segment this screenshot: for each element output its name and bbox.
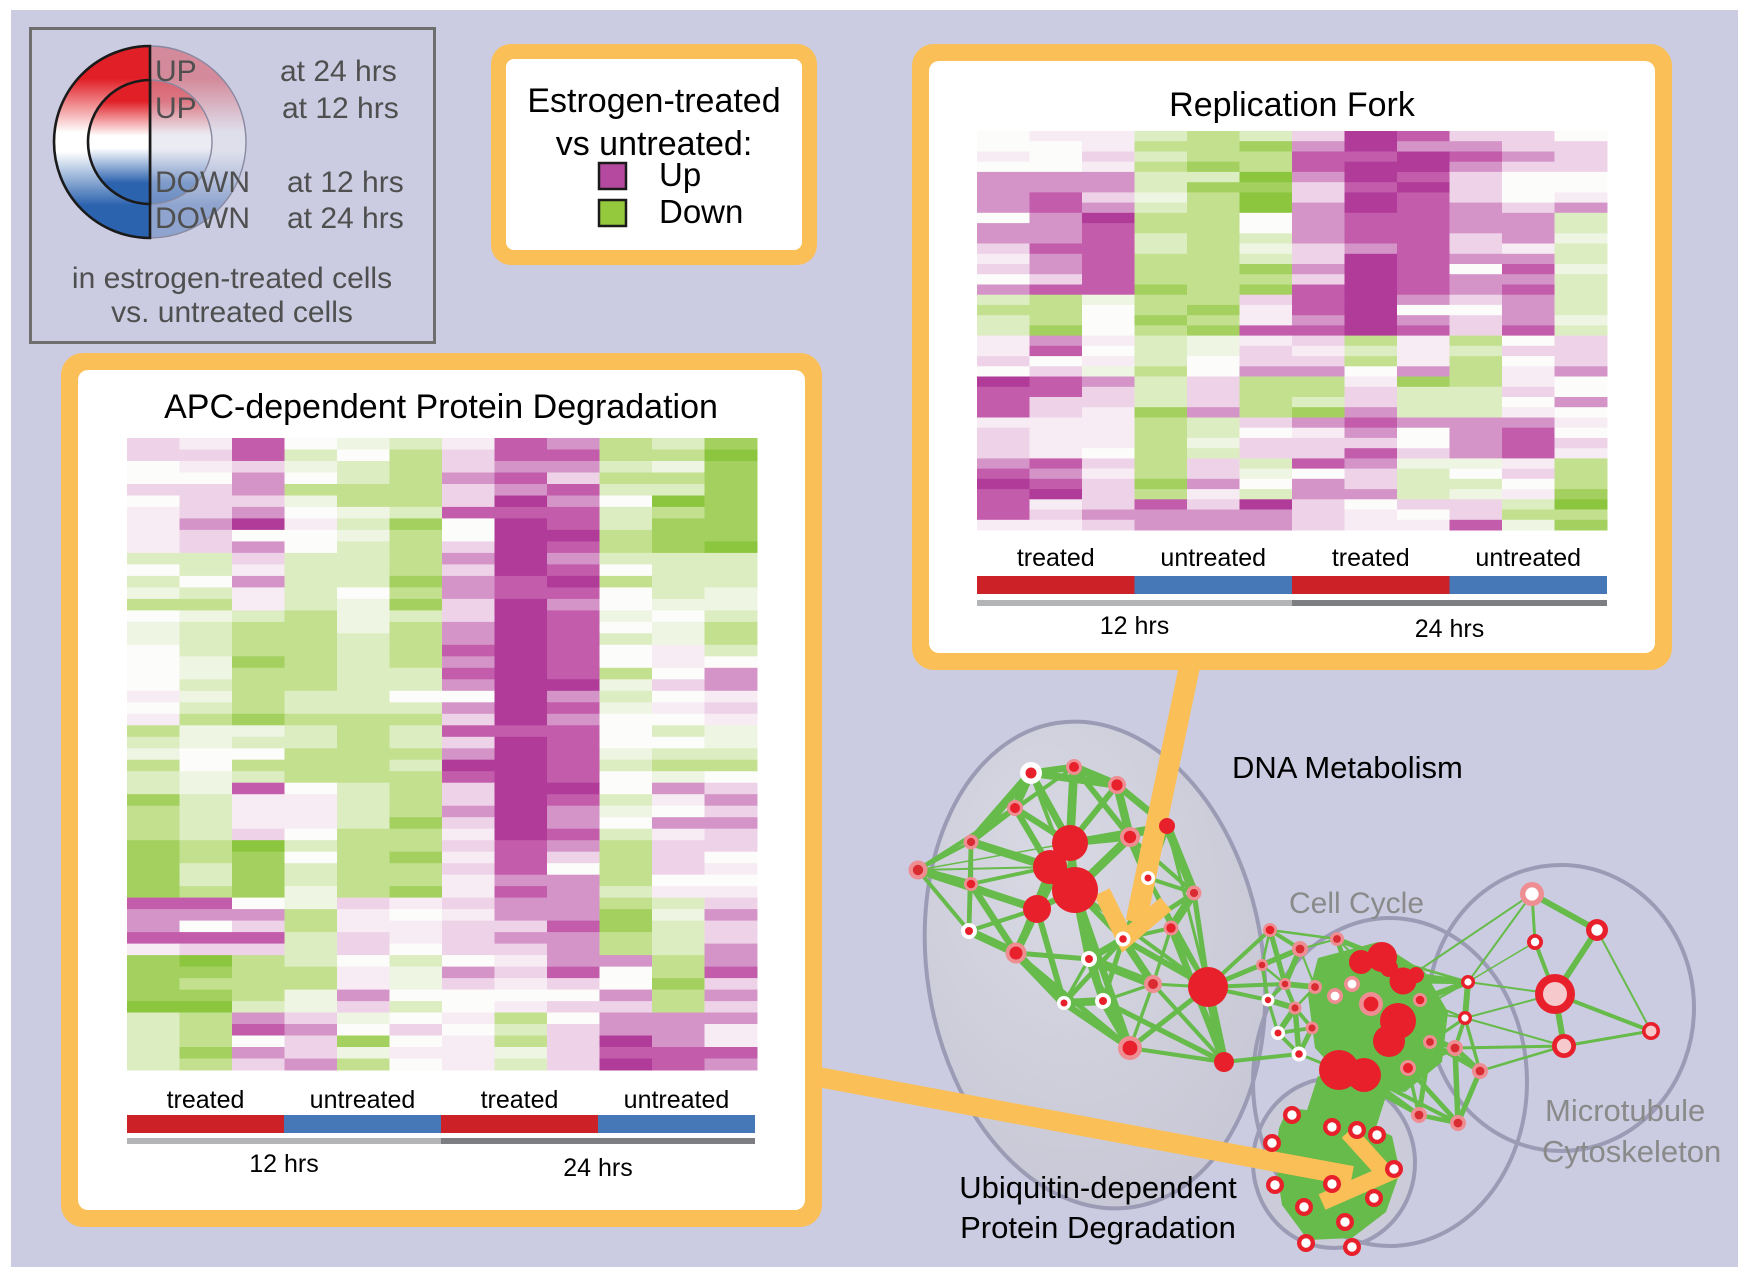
svg-text:24 hrs: 24 hrs xyxy=(1415,615,1484,643)
svg-text:Protein Degradation: Protein Degradation xyxy=(960,1210,1236,1245)
svg-text:DNA Metabolism: DNA Metabolism xyxy=(1232,750,1463,785)
svg-text:treated: treated xyxy=(1017,544,1095,572)
svg-text:untreated: untreated xyxy=(1160,544,1266,572)
svg-text:in estrogen-treated cells: in estrogen-treated cells xyxy=(72,262,392,295)
svg-text:at 24 hrs: at 24 hrs xyxy=(280,55,397,88)
svg-text:Microtubule: Microtubule xyxy=(1545,1093,1705,1128)
svg-text:vs. untreated cells: vs. untreated cells xyxy=(111,296,353,329)
svg-text:Cytoskeleton: Cytoskeleton xyxy=(1542,1134,1721,1169)
svg-text:UP: UP xyxy=(155,55,197,88)
svg-text:APC-dependent Protein Degradat: APC-dependent Protein Degradation xyxy=(164,388,718,426)
svg-text:treated: treated xyxy=(167,1086,245,1114)
svg-text:Cell Cycle: Cell Cycle xyxy=(1289,887,1424,920)
svg-text:at 12 hrs: at 12 hrs xyxy=(287,166,404,199)
svg-text:Estrogen-treated: Estrogen-treated xyxy=(527,82,780,120)
svg-text:at 12 hrs: at 12 hrs xyxy=(282,92,399,125)
svg-text:untreated: untreated xyxy=(1475,544,1581,572)
svg-text:DOWN: DOWN xyxy=(155,166,250,199)
svg-text:DOWN: DOWN xyxy=(155,202,250,235)
svg-text:UP: UP xyxy=(155,92,197,125)
svg-text:at 24 hrs: at 24 hrs xyxy=(287,202,404,235)
svg-text:12 hrs: 12 hrs xyxy=(1100,612,1169,640)
svg-text:treated: treated xyxy=(1332,544,1410,572)
svg-text:24 hrs: 24 hrs xyxy=(563,1154,632,1182)
svg-text:Ubiquitin-dependent: Ubiquitin-dependent xyxy=(959,1170,1237,1205)
svg-text:treated: treated xyxy=(481,1086,559,1114)
svg-text:Down: Down xyxy=(659,193,743,230)
svg-text:untreated: untreated xyxy=(310,1086,416,1114)
svg-text:12 hrs: 12 hrs xyxy=(249,1150,318,1178)
svg-text:Up: Up xyxy=(659,156,701,193)
svg-text:untreated: untreated xyxy=(624,1086,730,1114)
svg-text:vs untreated:: vs untreated: xyxy=(556,125,753,163)
svg-text:Replication Fork: Replication Fork xyxy=(1169,86,1416,124)
